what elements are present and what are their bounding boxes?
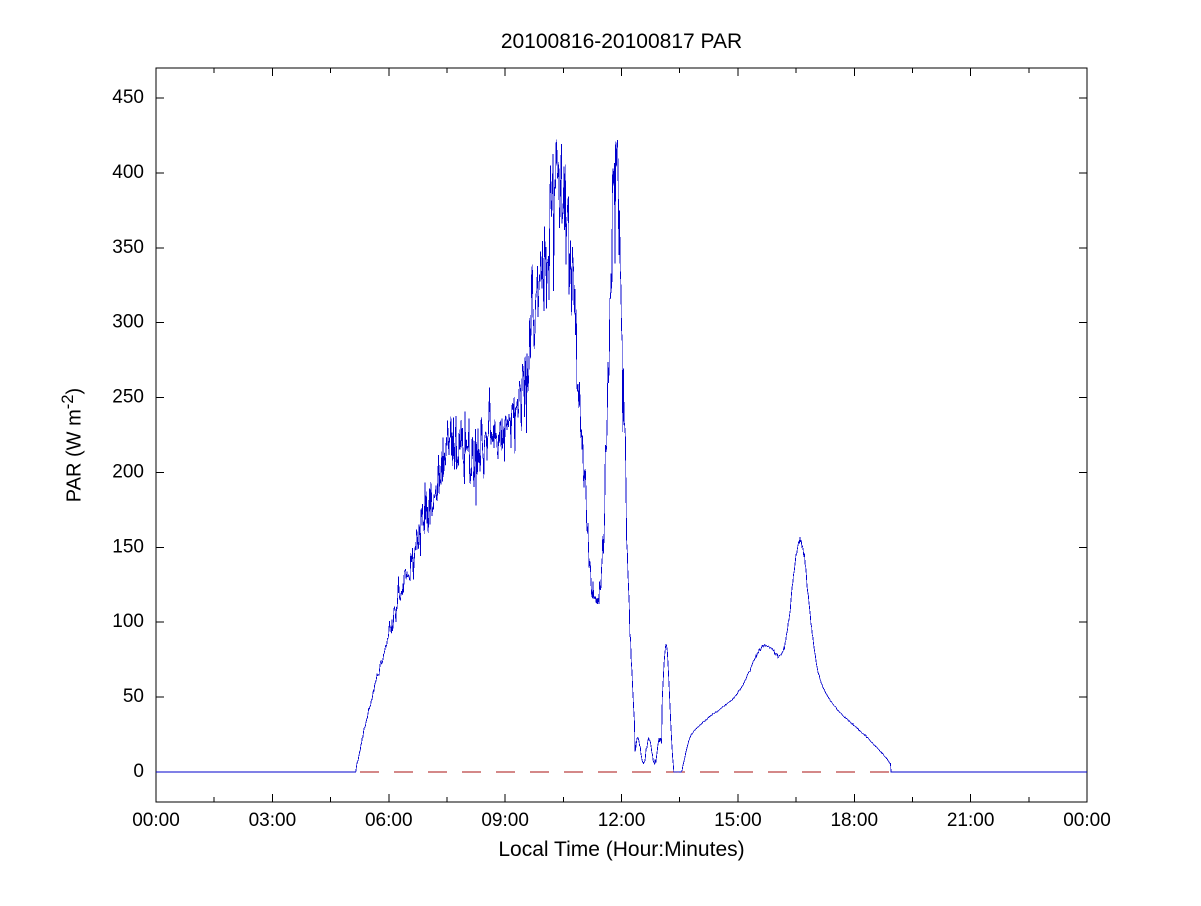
svg-text:50: 50 bbox=[123, 686, 144, 707]
svg-text:150: 150 bbox=[112, 536, 144, 557]
svg-text:400: 400 bbox=[112, 162, 144, 183]
svg-text:350: 350 bbox=[112, 237, 144, 258]
svg-text:15:00: 15:00 bbox=[714, 810, 762, 831]
svg-text:200: 200 bbox=[112, 461, 144, 482]
svg-text:0: 0 bbox=[133, 761, 144, 782]
svg-text:00:00: 00:00 bbox=[1063, 810, 1111, 831]
svg-text:250: 250 bbox=[112, 387, 144, 408]
svg-text:100: 100 bbox=[112, 611, 144, 632]
svg-text:300: 300 bbox=[112, 312, 144, 333]
svg-text:06:00: 06:00 bbox=[365, 810, 413, 831]
svg-text:12:00: 12:00 bbox=[598, 810, 646, 831]
svg-text:450: 450 bbox=[112, 87, 144, 108]
svg-text:03:00: 03:00 bbox=[249, 810, 297, 831]
svg-text:00:00: 00:00 bbox=[132, 810, 180, 831]
svg-text:09:00: 09:00 bbox=[481, 810, 529, 831]
svg-text:18:00: 18:00 bbox=[830, 810, 878, 831]
svg-text:21:00: 21:00 bbox=[947, 810, 995, 831]
